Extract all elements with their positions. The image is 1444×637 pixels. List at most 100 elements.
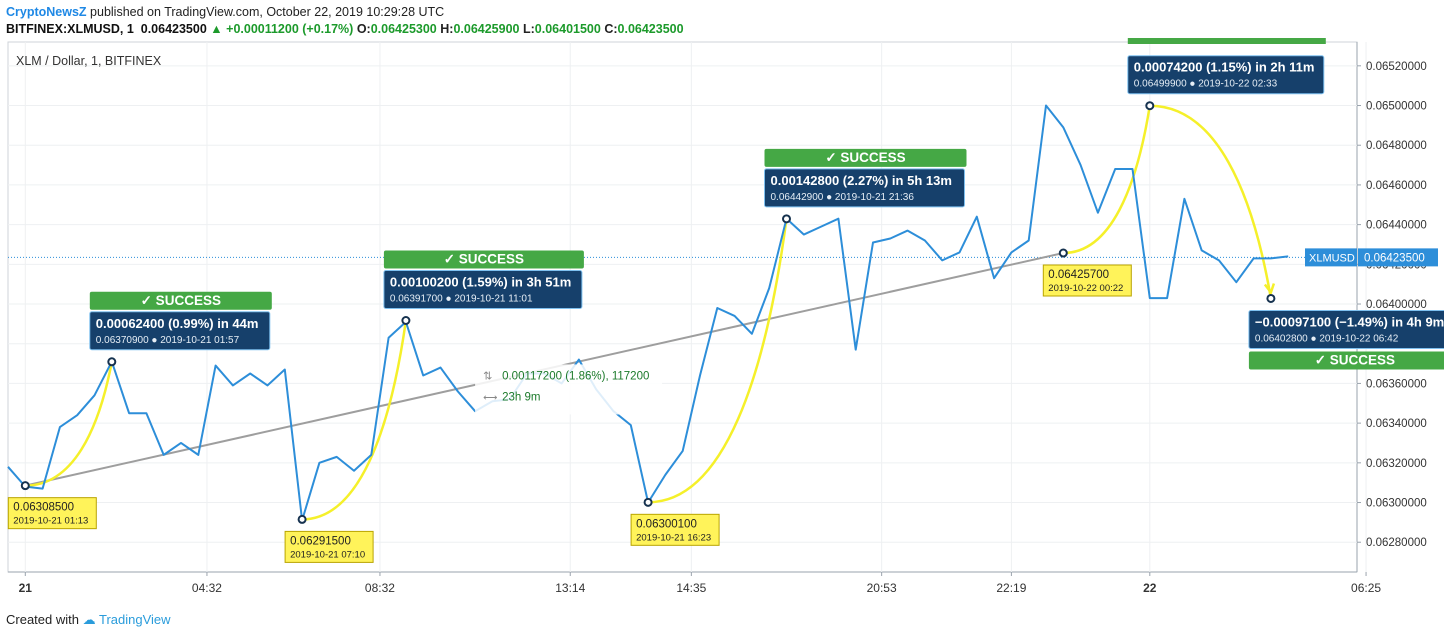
success-badge (383, 250, 584, 269)
y-tick-label: 0.06340000 (1366, 418, 1427, 430)
price-note-date: 2019-10-22 00:22 (1048, 283, 1123, 294)
success-badge (1248, 351, 1444, 370)
measure-label: 0.00074200 (1.15%) in 2h 11m 0.06499900 ●… (1127, 55, 1325, 111)
high-label: H: (440, 22, 454, 36)
measure-subtext: 0.06402800 ● 2019-10-22 06:42 (1255, 333, 1399, 344)
publisher-name[interactable]: CryptoNewsZ (6, 5, 87, 19)
measure-readout: ⇅ 0.00117200 (1.86%), 117200 ⟷ 23h 9m (475, 364, 663, 415)
x-tick-label: 22:19 (996, 581, 1026, 595)
last-price-tag: XLMUSD 0.06423500 (1305, 248, 1438, 267)
price-note-point (297, 514, 307, 524)
measure-label: 0.00100200 (1.59%) in 3h 51m 0.06391700 ●… (383, 250, 584, 325)
y-tick-label: 0.06360000 (1366, 378, 1427, 390)
price-note-point (643, 497, 653, 507)
measure-box (764, 168, 965, 208)
created-with-label: Created with (6, 612, 79, 627)
chart-title: XLM / Dollar, 1, BITFINEX (16, 54, 162, 68)
price-note-box (630, 513, 720, 546)
y-tick-label: 0.06400000 (1366, 299, 1427, 311)
success-label: ✓ SUCCESS (141, 293, 221, 308)
open-label: O: (356, 22, 371, 36)
measure-box (89, 311, 271, 351)
symbol-info: BITFINEX:XLMUSD, 1 0.06423500 ▲ +0.00011… (6, 22, 684, 36)
measure-label: −0.00097100 (−1.49%) in 4h 9m 0.06402800 … (1248, 293, 1444, 370)
price-note-date: 2019-10-21 07:10 (290, 549, 365, 560)
last-price-symbol-bg (1305, 248, 1357, 267)
measure-duration: 23h 9m (502, 391, 540, 403)
price-range-icon: ⇅ (483, 370, 492, 382)
price-note-value: 0.06308500 (13, 502, 74, 514)
price-note: 0.06291500 2019-10-21 07:10 (284, 514, 374, 563)
price-chart[interactable]: 0.06280000 0.06300000 0.06320000 0.06340000… (0, 0, 1444, 600)
x-tick-label: 08:32 (365, 581, 395, 595)
measure-point (1266, 293, 1276, 303)
y-tick-label: 0.06520000 (1366, 61, 1427, 73)
success-badge (89, 291, 272, 310)
last-price-value: 0.06423500 (1364, 252, 1425, 264)
measure-text: 0.00074200 (1.15%) in 2h 11m (1134, 60, 1315, 75)
y-tick-label: 0.06280000 (1366, 537, 1427, 549)
y-tick-label: 0.06480000 (1366, 140, 1427, 152)
measure-text: 0.00100200 (1.59%) in 3h 51m (390, 274, 571, 289)
success-label: ✓ SUCCESS (444, 251, 524, 266)
x-tick-label: 22 (1143, 581, 1157, 595)
x-tick-label: 21 (19, 581, 33, 595)
price-note-value: 0.06300100 (636, 518, 697, 530)
measure-readout-box (475, 364, 663, 415)
tradingview-brand[interactable]: TradingView (99, 612, 171, 627)
x-tick-label: 06:25 (1351, 581, 1381, 595)
price-note-point (20, 481, 30, 491)
price-note-value: 0.06425700 (1048, 269, 1109, 281)
success-label: ✓ SUCCESS (1315, 352, 1395, 367)
measure-point (401, 315, 411, 325)
high-value: 0.06425900 (453, 22, 520, 36)
measure-box (1248, 309, 1444, 349)
x-tick-label: 04:32 (192, 581, 222, 595)
footer: Created with ☁ TradingView (6, 612, 171, 628)
date-range-icon: ⟷ (483, 392, 497, 403)
swing-curve (302, 320, 408, 521)
measure-label: 0.00062400 (0.99%) in 44m 0.06370900 ● 20… (89, 291, 272, 367)
price-note-point (1058, 248, 1068, 258)
last-price-symbol: XLMUSD (1309, 252, 1355, 264)
y-tick-label: 0.06300000 (1366, 498, 1427, 510)
open-value: 0.06425300 (370, 22, 437, 36)
symbol-label: BITFINEX:XLMUSD, 1 (6, 22, 134, 36)
close-value: 0.06423500 (617, 22, 684, 36)
y-tick-label: 0.06500000 (1366, 101, 1427, 113)
swing-curve (648, 218, 788, 504)
measure-text: 0.00142800 (2.27%) in 5h 13m (771, 173, 952, 188)
swing-curve (1063, 105, 1152, 255)
published-text: published on TradingView.com, October 22… (86, 5, 445, 19)
price-note-box (284, 530, 374, 563)
y-tick-label: 0.06460000 (1366, 180, 1427, 192)
close-label: C: (604, 22, 618, 36)
measure-label: 0.00142800 (2.27%) in 5h 13m 0.06442900 ●… (764, 148, 967, 224)
publish-info: CryptoNewsZ published on TradingView.com… (6, 5, 444, 19)
measure-subtext: 0.06391700 ● 2019-10-21 11:01 (390, 293, 533, 304)
measure-box (1127, 55, 1325, 95)
x-tick-label: 14:35 (676, 581, 706, 595)
price-note: 0.06308500 2019-10-21 01:13 (7, 481, 97, 530)
last-price: 0.06423500 (140, 22, 207, 36)
y-tick-label: 0.06440000 (1366, 220, 1427, 232)
x-tick-label: 20:53 (867, 581, 897, 595)
measure-subtext: 0.06499900 ● 2019-10-22 02:33 (1134, 79, 1278, 90)
measure-box (383, 269, 583, 309)
low-label: L: (522, 22, 535, 36)
price-note-date: 2019-10-21 16:23 (636, 532, 711, 543)
last-price-value-bg (1358, 248, 1438, 267)
price-note-box (7, 497, 97, 530)
price-note-value: 0.06291500 (290, 535, 351, 547)
measure-point (107, 357, 117, 367)
measure-point (782, 214, 791, 224)
y-tick-label: 0.06320000 (1366, 458, 1427, 470)
x-tick-label: 13:14 (555, 581, 585, 595)
success-badge (764, 148, 967, 167)
measure-subtext: 0.06442900 ● 2019-10-21 21:36 (771, 192, 915, 203)
swing-curve (25, 361, 114, 487)
success-badge-clipped (1127, 38, 1326, 44)
measure-text: 0.00062400 (0.99%) in 44m (96, 316, 259, 331)
measure-text: −0.00097100 (−1.49%) in 4h 9m (1255, 314, 1444, 329)
measure-point (1145, 101, 1155, 111)
